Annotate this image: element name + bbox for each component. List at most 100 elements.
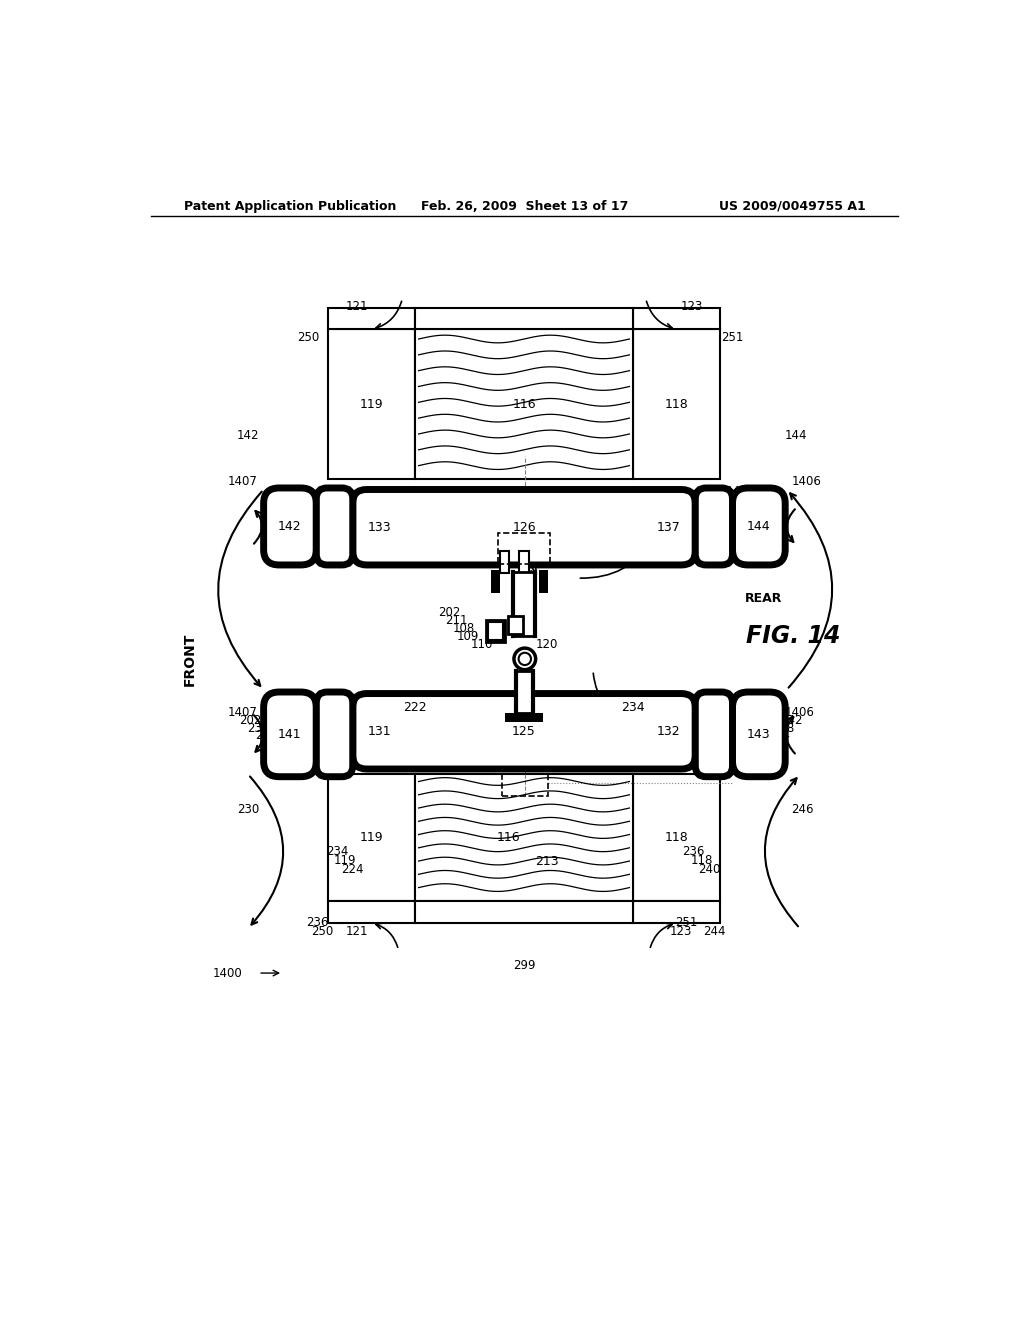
FancyBboxPatch shape bbox=[316, 692, 352, 776]
Text: 213: 213 bbox=[557, 496, 580, 510]
Bar bbox=[486, 620, 505, 642]
Text: 234: 234 bbox=[622, 701, 645, 714]
Text: 144: 144 bbox=[784, 429, 807, 442]
Text: 251: 251 bbox=[675, 916, 697, 929]
Text: 141: 141 bbox=[279, 727, 302, 741]
Bar bbox=[415, 775, 633, 902]
Text: 230: 230 bbox=[237, 803, 259, 816]
Text: 108: 108 bbox=[453, 622, 475, 635]
Circle shape bbox=[514, 648, 536, 669]
Text: 208: 208 bbox=[772, 722, 795, 735]
Text: 240: 240 bbox=[698, 863, 721, 876]
Bar bbox=[513, 572, 535, 636]
Bar bbox=[633, 330, 720, 479]
Text: 244: 244 bbox=[702, 925, 725, 939]
Text: 250: 250 bbox=[310, 925, 333, 939]
Text: Patent Application Publication: Patent Application Publication bbox=[183, 199, 396, 213]
Text: 213: 213 bbox=[536, 854, 559, 867]
Text: 110: 110 bbox=[536, 537, 558, 550]
Text: 109: 109 bbox=[457, 532, 478, 545]
Text: 211: 211 bbox=[445, 516, 468, 529]
Text: 202: 202 bbox=[240, 714, 262, 727]
Text: 143: 143 bbox=[748, 727, 771, 741]
Text: 132: 132 bbox=[656, 725, 680, 738]
Text: 1407: 1407 bbox=[227, 475, 258, 488]
Text: 108: 108 bbox=[453, 524, 475, 537]
FancyBboxPatch shape bbox=[732, 488, 785, 565]
Bar bbox=[415, 330, 633, 479]
Text: 119: 119 bbox=[334, 854, 356, 867]
Text: 118: 118 bbox=[690, 854, 713, 867]
Text: 242: 242 bbox=[780, 714, 803, 727]
Text: 202: 202 bbox=[438, 606, 461, 619]
Text: 116: 116 bbox=[497, 832, 520, 845]
Text: 210: 210 bbox=[301, 725, 324, 738]
Text: 123: 123 bbox=[681, 300, 703, 313]
FancyBboxPatch shape bbox=[263, 488, 316, 565]
Text: US 2009/0049755 A1: US 2009/0049755 A1 bbox=[719, 199, 866, 213]
Bar bbox=[633, 775, 720, 902]
Text: 119: 119 bbox=[359, 397, 383, 411]
Bar bbox=[328, 775, 415, 902]
Text: 251: 251 bbox=[721, 330, 743, 343]
Text: FRONT: FRONT bbox=[183, 632, 197, 685]
Bar bbox=[328, 330, 415, 479]
Text: 121: 121 bbox=[346, 300, 369, 313]
Bar bbox=[633, 308, 720, 330]
FancyBboxPatch shape bbox=[695, 488, 732, 565]
Bar bbox=[539, 570, 548, 594]
Text: 211: 211 bbox=[445, 614, 468, 627]
Text: REAR: REAR bbox=[744, 593, 782, 606]
Text: 118: 118 bbox=[665, 832, 688, 845]
Text: 246: 246 bbox=[791, 803, 813, 816]
Text: 220: 220 bbox=[294, 717, 315, 730]
Bar bbox=[415, 308, 633, 330]
Text: 204: 204 bbox=[255, 730, 278, 742]
Text: 250: 250 bbox=[297, 330, 318, 343]
FancyBboxPatch shape bbox=[316, 488, 352, 565]
Bar bbox=[500, 552, 509, 573]
Text: 224: 224 bbox=[341, 863, 364, 876]
Text: 212: 212 bbox=[750, 744, 772, 758]
Text: 234: 234 bbox=[326, 845, 348, 858]
FancyBboxPatch shape bbox=[352, 490, 695, 565]
Text: 142: 142 bbox=[237, 429, 259, 442]
FancyBboxPatch shape bbox=[732, 692, 785, 776]
Text: 131: 131 bbox=[368, 725, 392, 738]
Text: 110: 110 bbox=[470, 638, 493, 651]
Text: 123: 123 bbox=[670, 925, 692, 939]
Text: 232: 232 bbox=[247, 722, 269, 735]
Text: 1407: 1407 bbox=[227, 706, 258, 719]
Bar bbox=[415, 902, 633, 923]
Text: 120: 120 bbox=[536, 638, 558, 651]
Text: 118: 118 bbox=[665, 397, 688, 411]
Text: 133: 133 bbox=[368, 520, 392, 533]
Text: 236: 236 bbox=[683, 845, 705, 858]
Text: 1406: 1406 bbox=[784, 706, 814, 719]
Text: 110: 110 bbox=[470, 537, 493, 550]
Bar bbox=[502, 770, 548, 796]
Text: 1404: 1404 bbox=[761, 730, 791, 742]
Text: 1405: 1405 bbox=[282, 709, 312, 722]
Bar bbox=[505, 713, 544, 722]
Text: 119: 119 bbox=[359, 832, 383, 845]
Text: FIG. 14: FIG. 14 bbox=[745, 624, 841, 648]
Text: 142: 142 bbox=[279, 520, 302, 533]
Bar bbox=[328, 308, 415, 330]
Text: Feb. 26, 2009  Sheet 13 of 17: Feb. 26, 2009 Sheet 13 of 17 bbox=[421, 199, 629, 213]
Text: 137: 137 bbox=[656, 520, 680, 533]
Bar bbox=[515, 671, 532, 713]
Text: 126: 126 bbox=[512, 520, 536, 533]
Text: 299: 299 bbox=[514, 958, 536, 972]
Text: 111: 111 bbox=[446, 540, 469, 553]
Bar bbox=[486, 620, 505, 642]
Bar bbox=[633, 902, 720, 923]
Text: 1400: 1400 bbox=[213, 966, 243, 979]
Text: 109: 109 bbox=[457, 630, 478, 643]
Bar bbox=[487, 622, 503, 640]
Text: 116: 116 bbox=[512, 397, 536, 411]
Text: 236: 236 bbox=[306, 916, 329, 929]
Text: 1405: 1405 bbox=[282, 484, 312, 498]
FancyBboxPatch shape bbox=[695, 692, 732, 776]
Bar bbox=[499, 533, 550, 564]
